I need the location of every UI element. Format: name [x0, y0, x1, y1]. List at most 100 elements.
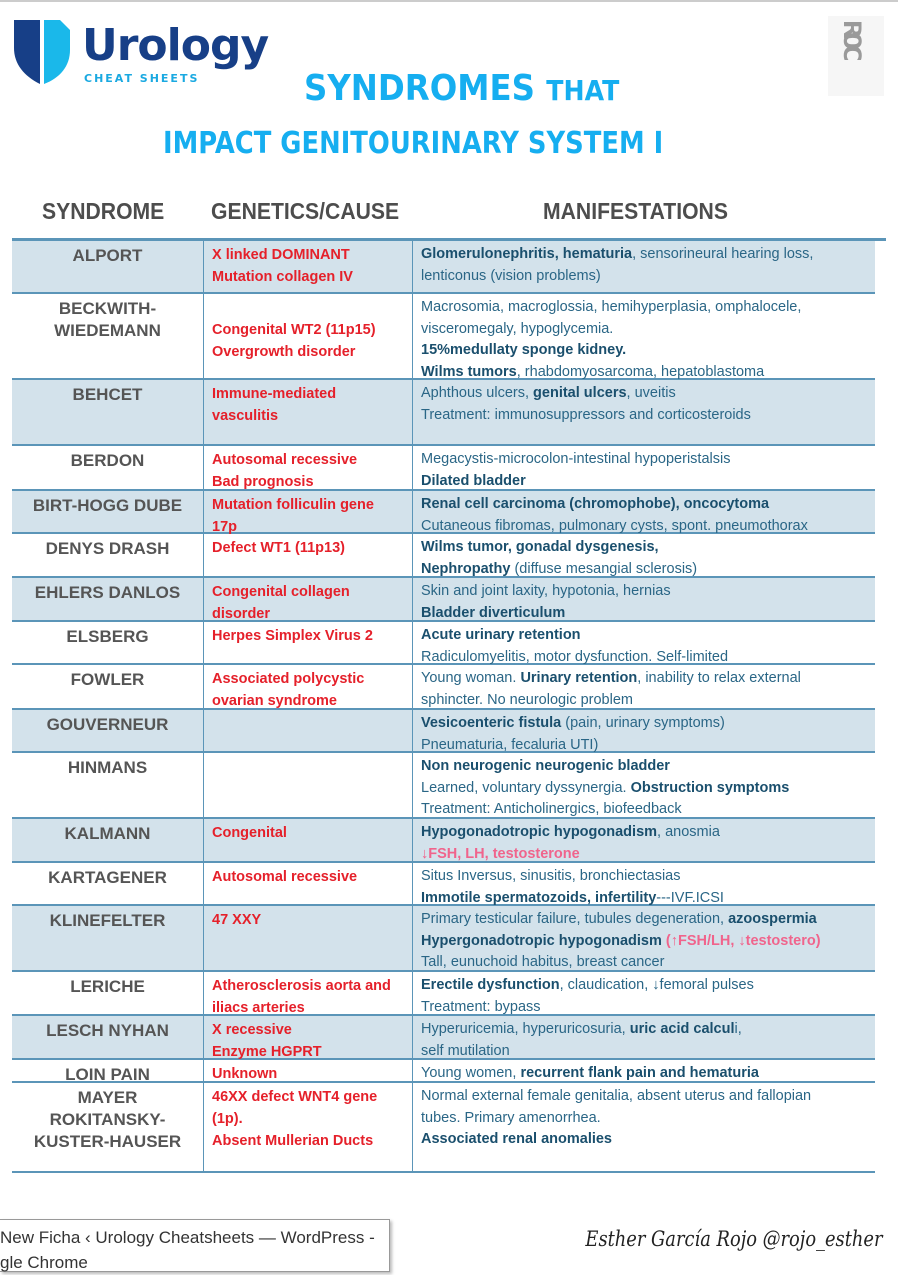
manifestations: Aphthous ulcers, genital ulcers, uveitis… — [412, 380, 875, 444]
manifestations: Normal external female genitalia, absent… — [412, 1083, 875, 1171]
syndrome-name: ALPORT — [72, 246, 143, 265]
cause-line: Congenital collagen — [212, 584, 350, 600]
table-row: BIRT-HOGG DUBE Mutation folliculin gene 17… — [12, 491, 875, 535]
cause-line: Unknown — [212, 1066, 278, 1082]
genetics-cause — [203, 710, 412, 751]
text-run: (pain, urinary symptoms) — [561, 715, 725, 731]
manifestations: Hyperuricemia, hyperuricosuria, uric aci… — [412, 1016, 875, 1059]
genetics-cause: Autosomal recessive — [203, 863, 412, 904]
cause-line — [212, 297, 404, 319]
syndrome-name: EHLERS DANLOS — [34, 583, 181, 602]
roc-logo: ROC — [828, 16, 884, 96]
logo-subtitle: CHEAT SHEETS — [84, 72, 200, 85]
manifestations: Skin and joint laxity, hypotonia, hernia… — [412, 578, 875, 621]
manifestation-line: Non neurogenic neurogenic bladder — [421, 756, 867, 778]
manifestation-line: Immotile spermatozoids, infertility---IV… — [421, 888, 867, 910]
text-run: visceromegaly, hypoglycemia. — [421, 320, 614, 337]
manifestations: Renal cell carcinoma (chromophobe), onco… — [412, 491, 875, 534]
text-run: ---IVF.ICSI — [656, 889, 724, 906]
cause-line: Enzyme HGPRT — [212, 1044, 322, 1060]
genetics-cause — [203, 753, 412, 817]
cause-line: Associated polycystic — [212, 671, 365, 687]
genetics-cause: 46XX defect WNT4 gene (1p). Absent Mulleri… — [203, 1083, 412, 1171]
text-run: , claudication, ↓femoral pulses — [559, 977, 754, 993]
cause-line: Absent Mullerian Ducts — [212, 1133, 374, 1149]
text-run: , uveitis — [626, 385, 676, 401]
table-row: KARTAGENER Autosomal recessive Situs Inver… — [12, 863, 875, 906]
text-run: Treatment: bypass — [421, 998, 541, 1015]
syndrome-name: MAYER ROKITANSKY- KUSTER-HAUSER — [33, 1088, 182, 1151]
text-run: Macrosomia, macroglossia, hemihyperplasi… — [421, 299, 802, 315]
genetics-cause: X linked DOMINANT Mutation collagen IV — [203, 241, 412, 292]
text-run: Cutaneous fibromas, pulmonary cysts, spo… — [421, 517, 808, 534]
genetics-cause: Congenital collagen disorder — [203, 578, 412, 622]
syndrome-name: FOWLER — [70, 670, 145, 689]
text-run: Normal external female genitalia, absent… — [421, 1088, 812, 1104]
cause-line: (1p). — [212, 1111, 243, 1127]
shield-logo-icon — [14, 20, 70, 84]
manifestations: Young women, recurrent flank pain and he… — [412, 1060, 875, 1081]
manifestations: Vesicoenteric fistula (pain, urinary sym… — [412, 710, 875, 753]
text-run: tubes. Primary amenorrhea. — [421, 1109, 601, 1126]
cause-line: Immune-mediated — [212, 386, 337, 402]
manifestation-line: Glomerulonephritis, hematuria, sensorine… — [421, 244, 867, 266]
table-row: LERICHE Atherosclerosis aorta and iliacs a… — [12, 972, 875, 1016]
manifestation-line: self mutilation — [421, 1041, 867, 1063]
text-run: lenticonus (vision problems) — [421, 267, 601, 284]
text-run: Megacystis-microcolon-intestinal hypoper… — [421, 451, 731, 467]
text-run: , sensorineural hearing loss, — [632, 246, 814, 262]
syndrome-name: BIRT-HOGG DUBE — [32, 496, 183, 515]
syndrome-name: LESCH NYHAN — [46, 1021, 169, 1040]
manifestation-line: Learned, voluntary dyssynergia. Obstruct… — [421, 778, 867, 800]
cause-line: Congenital — [212, 825, 287, 841]
text-run: self mutilation — [421, 1042, 510, 1059]
genetics-cause: Congenital WT2 (11p15) Overgrowth disorde… — [203, 294, 412, 378]
syndrome-name: HINMANS — [67, 758, 148, 777]
text-run: Acute urinary retention — [421, 627, 581, 643]
table-row: FOWLER Associated polycystic ovarian syndr… — [12, 665, 875, 710]
table-row: EHLERS DANLOS Congenital collagen disorder… — [12, 578, 875, 622]
text-run: Obstruction symptoms — [630, 779, 790, 796]
manifestation-line: Primary testicular failure, tubules dege… — [421, 909, 867, 931]
tooltip-line: gle Chrome — [0, 1253, 88, 1272]
syndrome-name: LOIN PAIN — [65, 1065, 150, 1084]
cause-line: Autosomal recessive — [212, 869, 358, 885]
cause-line: disorder — [212, 606, 271, 622]
manifestations: Wilms tumor, gonadal dysgenesis, Nephropa… — [412, 534, 875, 577]
text-run: Treatment: Anticholinergics, biofeedback — [421, 801, 682, 817]
manifestation-line: Pneumaturia, fecaluria UTI) — [421, 735, 867, 757]
cause-line: Bad prognosis — [212, 474, 314, 490]
manifestations: Situs Inversus, sinusitis, bronchiectasi… — [412, 863, 875, 906]
table-row: HINMANS Non neurogenic neurogenic bladder… — [12, 753, 875, 819]
manifestation-line: Wilms tumor, gonadal dysgenesis, — [421, 537, 867, 559]
taskbar-tooltip[interactable]: New Ficha ‹ Urology Cheatsheets — WordPr… — [0, 1219, 390, 1272]
text-run: (↑FSH/LH, ↓testostero) — [665, 932, 821, 949]
table-row: LOIN PAIN Unknown Young women, recurrent f… — [12, 1060, 875, 1084]
manifestation-line: Wilms tumors, rhabdomyosarcoma, hepatobl… — [421, 362, 867, 384]
manifestation-line: Radiculomyelitis, motor dysfunction. Sel… — [421, 647, 867, 669]
text-run: Radiculomyelitis, motor dysfunction. Sel… — [421, 648, 729, 665]
syndrome-name: BECKWITH- WIEDEMANN — [54, 299, 161, 340]
syndrome-name: GOUVERNEUR — [46, 715, 169, 734]
manifestation-line: sphincter. No neurologic problem — [421, 690, 867, 712]
logo-word: Urology — [82, 20, 269, 71]
text-run: , rhabdomyosarcoma, hepatoblastoma — [516, 363, 765, 380]
text-run: Renal cell carcinoma (chromophobe), onco… — [421, 496, 770, 512]
manifestations: Macrosomia, macroglossia, hemihyperplasi… — [412, 294, 875, 380]
manifestation-line: ↓FSH, LH, testosterone — [421, 844, 867, 866]
manifestation-line: Situs Inversus, sinusitis, bronchiectasi… — [421, 866, 867, 888]
text-run: Wilms tumor, gonadal dysgenesis, — [421, 539, 659, 555]
manifestation-line: Normal external female genitalia, absent… — [421, 1086, 867, 1108]
manifestation-line: Erectile dysfunction, claudication, ↓fem… — [421, 975, 867, 997]
manifestations: Hypogonadotropic hypogonadism, anosmia ↓F… — [412, 819, 875, 862]
text-run: azoospermia — [728, 911, 817, 927]
text-run: Immotile spermatozoids, infertility — [421, 889, 657, 906]
table-row: BECKWITH- WIEDEMANN Congenital WT2 (11p15… — [12, 294, 875, 380]
text-run: Hypogonadotropic hypogonadism — [421, 824, 658, 840]
header-syndrome: SYNDROME — [42, 198, 165, 224]
manifestation-line: Skin and joint laxity, hypotonia, hernia… — [421, 581, 867, 603]
text-run: i, — [734, 1021, 742, 1037]
genetics-cause: X recessive Enzyme HGPRT — [203, 1016, 412, 1060]
title-small: THAT — [546, 74, 620, 107]
cause-line: Defect WT1 (11p13) — [212, 540, 345, 556]
